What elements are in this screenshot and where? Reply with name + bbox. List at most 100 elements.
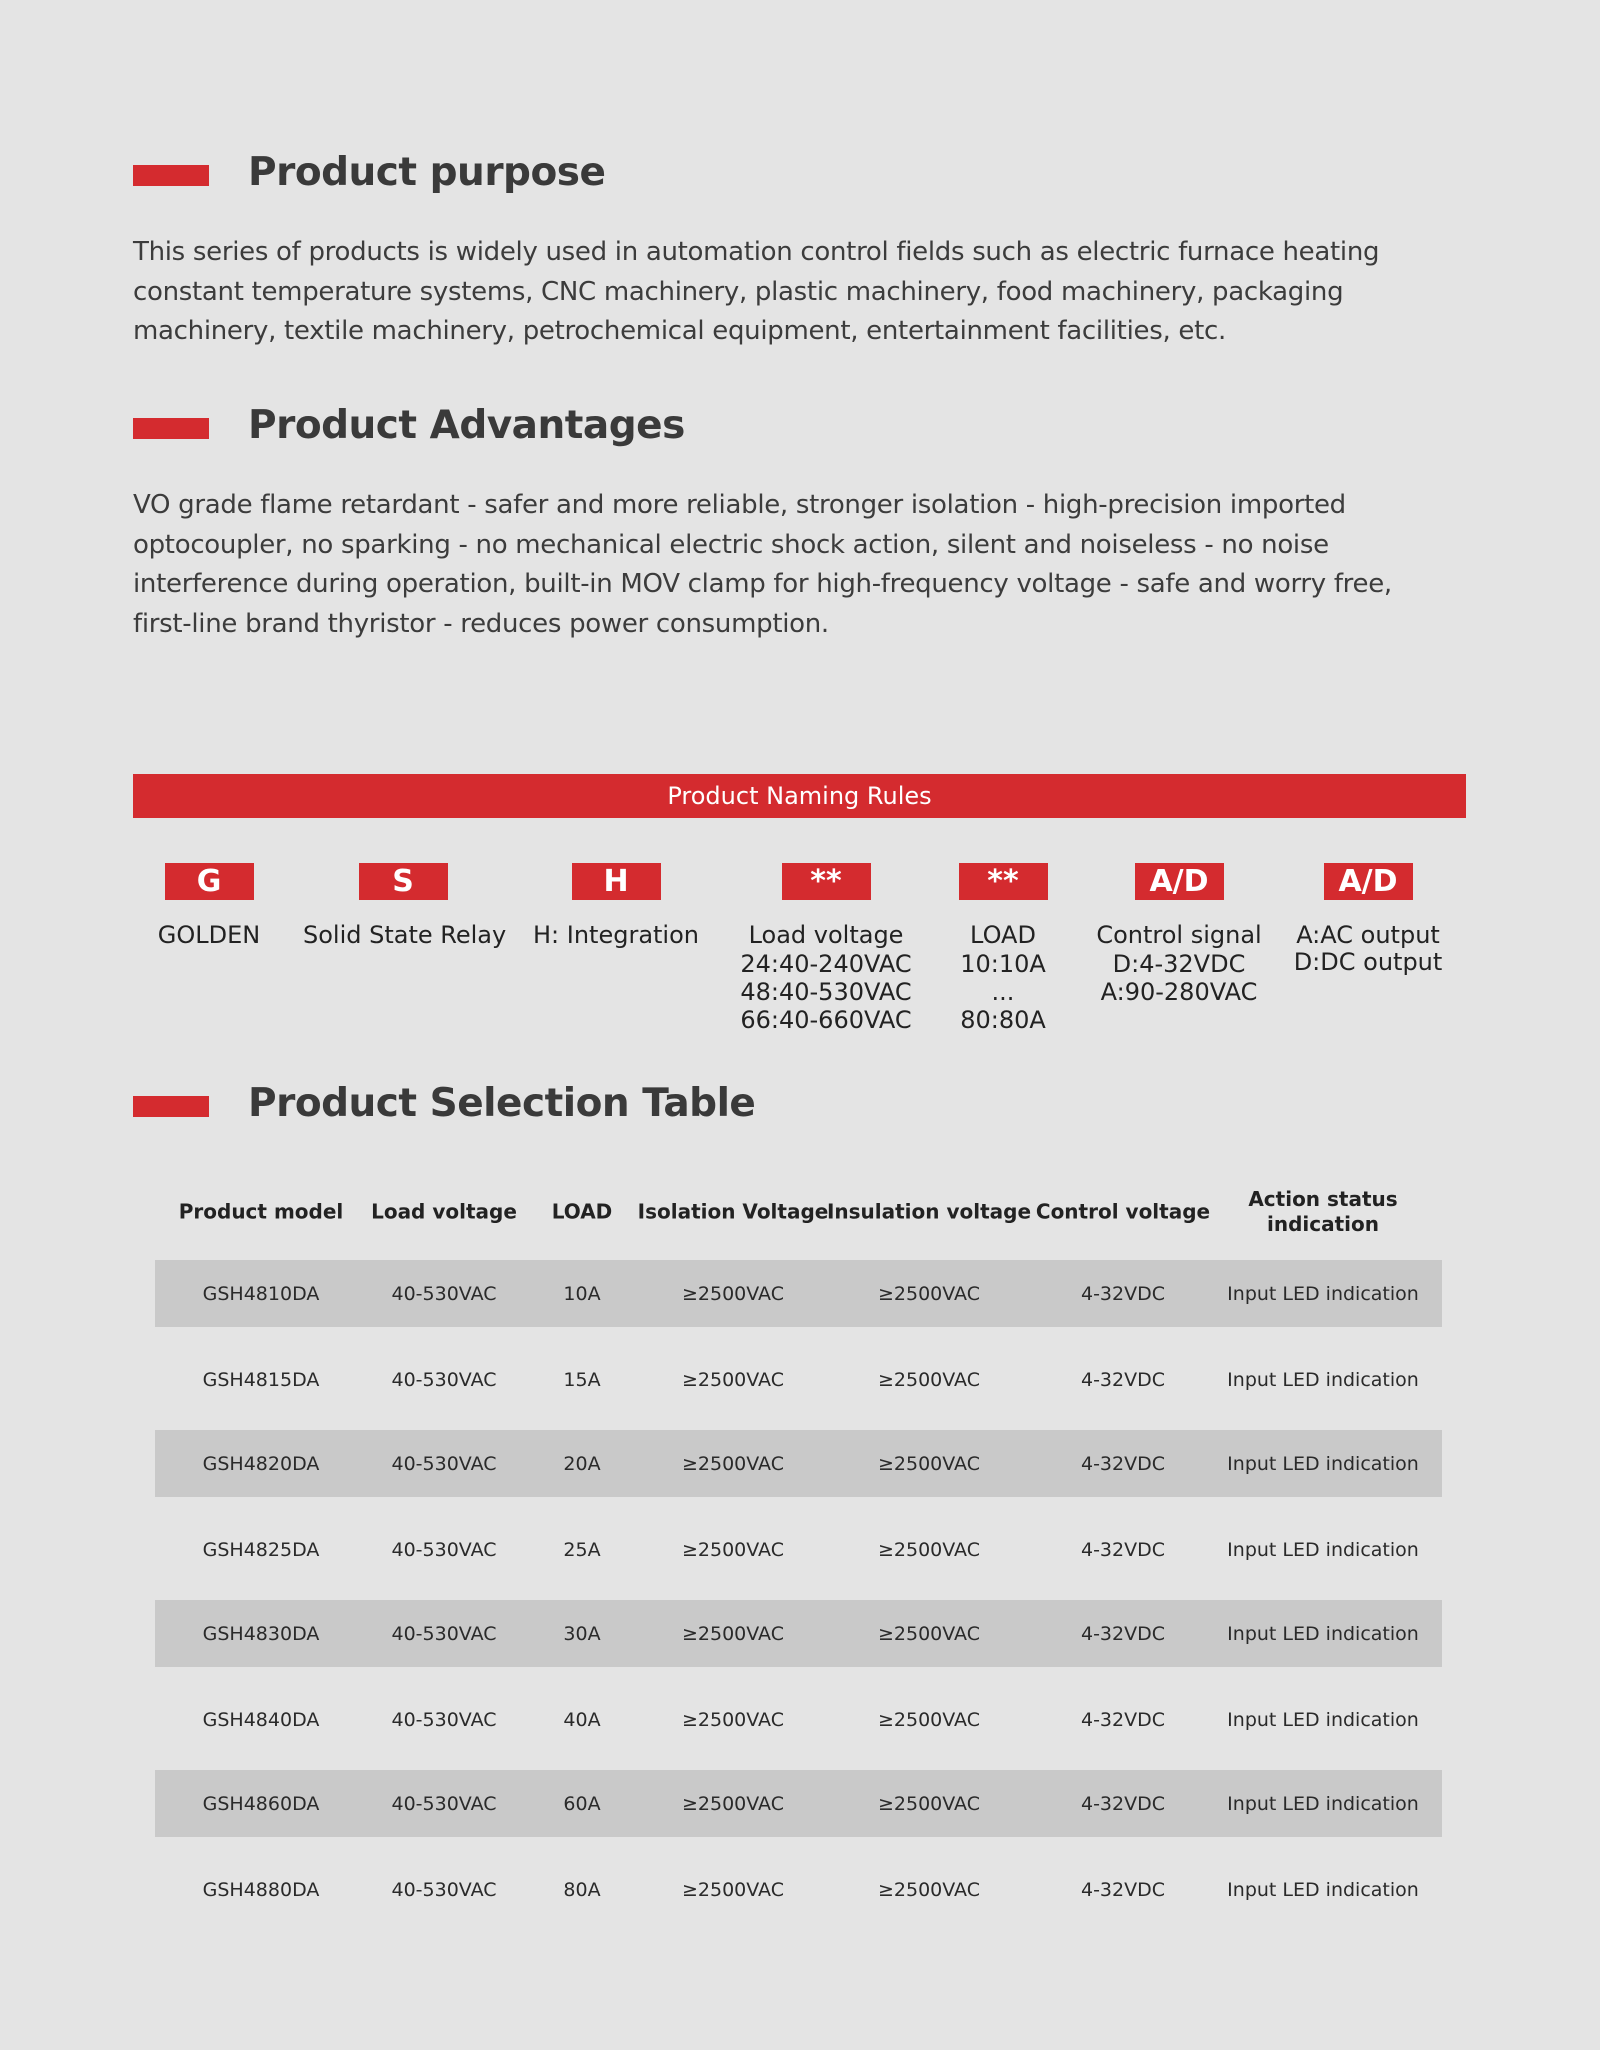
- header-text: indication: [1266, 1212, 1380, 1236]
- table-cell: ≥2500VAC: [878, 1453, 980, 1475]
- naming-label: Load voltage: [748, 921, 904, 949]
- table-cell: ≥2500VAC: [682, 1369, 784, 1391]
- table-cell: ≥2500VAC: [682, 1709, 784, 1731]
- table-cell: ≥2500VAC: [878, 1793, 980, 1815]
- advantages-text: VO grade flame retardant - safer and mor…: [133, 486, 1473, 644]
- section-marker: [133, 1096, 209, 1117]
- naming-code-box: H: [571, 863, 661, 900]
- table-cell: ≥2500VAC: [682, 1453, 784, 1475]
- table-cell: ≥2500VAC: [682, 1879, 784, 1901]
- naming-rules-banner: Product Naming Rules: [133, 774, 1466, 818]
- header-text: Load voltage: [371, 1199, 517, 1224]
- table-cell: 4-32VDC: [1080, 1793, 1166, 1815]
- column-header: Product model: [179, 1200, 344, 1225]
- naming-label: Solid State Relay: [303, 921, 507, 949]
- naming-detail: 10:10A: [960, 950, 1046, 978]
- naming-detail: 48:40-530VAC: [740, 978, 912, 1006]
- naming-item: A/D A:AC output D:DC output: [1268, 863, 1468, 976]
- table-cell: ≥2500VAC: [878, 1623, 980, 1645]
- naming-label: H: Integration: [532, 921, 699, 949]
- table-cell: 25A: [563, 1539, 601, 1561]
- table-cell: ≥2500VAC: [682, 1283, 784, 1305]
- naming-detail: 66:40-660VAC: [740, 1006, 912, 1034]
- table-cell: 4-32VDC: [1080, 1879, 1166, 1901]
- table-row-shade: [155, 1430, 1442, 1497]
- table-cell: 60A: [563, 1793, 601, 1815]
- table-cell: ≥2500VAC: [682, 1539, 784, 1561]
- table-cell: GSH4860DA: [202, 1793, 320, 1815]
- naming-label: GOLDEN: [157, 921, 261, 949]
- table-cell: GSH4825DA: [202, 1539, 320, 1561]
- table-cell: GSH4810DA: [202, 1283, 320, 1305]
- naming-code-box: **: [958, 863, 1048, 900]
- text-line: VO grade flame retardant - safer and mor…: [133, 490, 1346, 520]
- table-cell: Input LED indication: [1227, 1453, 1419, 1475]
- table-cell: ≥2500VAC: [878, 1879, 980, 1901]
- column-header: LOAD: [552, 1200, 613, 1225]
- naming-detail: A:90-280VAC: [1100, 978, 1258, 1006]
- naming-code-box: A/D: [1134, 863, 1224, 900]
- table-cell: ≥2500VAC: [878, 1709, 980, 1731]
- column-header: Isolation Voltage: [638, 1200, 829, 1225]
- naming-code-box: G: [164, 863, 254, 900]
- advantages-title: Product Advantages: [248, 403, 685, 448]
- column-header: Load voltage: [371, 1200, 517, 1225]
- header-text: Control voltage: [1035, 1199, 1211, 1224]
- table-cell: ≥2500VAC: [682, 1793, 784, 1815]
- header-text: LOAD: [551, 1199, 613, 1224]
- naming-code-box: A/D: [1323, 863, 1413, 900]
- text-line: machinery, textile machinery, petrochemi…: [133, 316, 1226, 346]
- column-header: Insulation voltage: [827, 1200, 1031, 1225]
- table-cell: Input LED indication: [1227, 1623, 1419, 1645]
- header-text: Action status: [1248, 1187, 1398, 1211]
- naming-detail: 24:40-240VAC: [740, 950, 912, 978]
- column-header: Action status indication: [1248, 1187, 1397, 1237]
- table-cell: 20A: [563, 1453, 601, 1475]
- purpose-title: Product purpose: [248, 150, 606, 195]
- text-line: interference during operation, built-in …: [133, 569, 1392, 599]
- naming-item: H H: Integration: [516, 863, 716, 950]
- table-cell: 80A: [563, 1879, 601, 1901]
- table-cell: GSH4820DA: [202, 1453, 320, 1475]
- table-cell: GSH4840DA: [202, 1709, 320, 1731]
- table-cell: 40-530VAC: [391, 1709, 497, 1731]
- table-row-shade: [155, 1600, 1442, 1667]
- naming-label: Control signal: [1096, 921, 1262, 949]
- naming-label: A:AC output: [1296, 921, 1440, 949]
- table-cell: ≥2500VAC: [878, 1539, 980, 1561]
- naming-item: A/D Control signal D:4-32VDC A:90-280VAC: [1079, 863, 1279, 1006]
- table-cell: ≥2500VAC: [682, 1623, 784, 1645]
- table-cell: GSH4815DA: [202, 1369, 320, 1391]
- table-cell: 40-530VAC: [391, 1879, 497, 1901]
- column-header: Control voltage: [1036, 1200, 1210, 1225]
- table-cell: 40-530VAC: [391, 1283, 497, 1305]
- table-cell: 4-32VDC: [1080, 1709, 1166, 1731]
- naming-detail: ...: [991, 978, 1015, 1006]
- naming-item: S Solid State Relay: [303, 863, 507, 950]
- table-cell: Input LED indication: [1227, 1539, 1419, 1561]
- table-row-shade: [155, 1260, 1442, 1327]
- table-cell: 30A: [563, 1623, 601, 1645]
- table-cell: 40-530VAC: [391, 1793, 497, 1815]
- text-line: constant temperature systems, CNC machin…: [133, 276, 1344, 307]
- table-cell: 4-32VDC: [1080, 1369, 1166, 1391]
- table-cell: GSH4830DA: [202, 1623, 320, 1645]
- table-cell: 4-32VDC: [1080, 1539, 1166, 1561]
- table-cell: 4-32VDC: [1080, 1453, 1166, 1475]
- table-cell: Input LED indication: [1227, 1369, 1419, 1391]
- naming-code-box: **: [781, 863, 871, 900]
- text-line: first-line brand thyristor - reduces pow…: [133, 608, 829, 639]
- header-text: Product model: [178, 1199, 344, 1224]
- naming-detail: D:4-32VDC: [1112, 950, 1246, 978]
- table-cell: ≥2500VAC: [878, 1369, 980, 1391]
- table-cell: Input LED indication: [1227, 1879, 1419, 1901]
- table-cell: Input LED indication: [1227, 1793, 1419, 1815]
- naming-item: ** LOAD 10:10A... 80:80A: [903, 863, 1103, 1034]
- section-marker: [133, 418, 209, 439]
- header-text: Insulation voltage: [826, 1199, 1032, 1224]
- selection-title: Product Selection Table: [248, 1081, 756, 1126]
- naming-item: ** Load voltage 24:40-240VAC 48:40-530VAC 66…: [726, 863, 926, 1034]
- naming-detail: 80:80A: [960, 1006, 1046, 1034]
- section-marker: [133, 165, 209, 186]
- purpose-text: This series of products is widely used i…: [133, 233, 1473, 352]
